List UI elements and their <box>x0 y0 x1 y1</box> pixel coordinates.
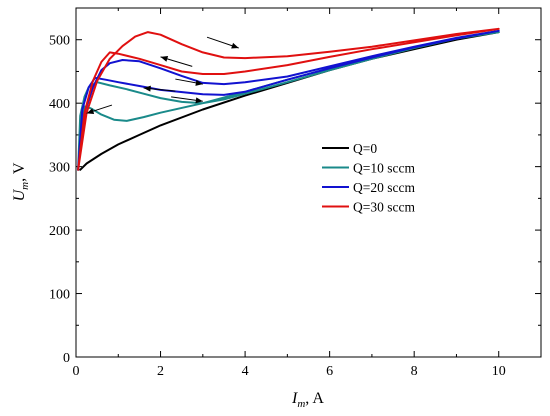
x-axis-title-main: I <box>291 390 298 407</box>
series-line-2 <box>77 29 500 171</box>
x-tick-label: 10 <box>492 364 506 379</box>
y-axis-title-main: U <box>11 188 28 201</box>
y-tick-label: 500 <box>49 34 70 49</box>
x-tick-label: 8 <box>411 364 418 379</box>
y-tick-label: 100 <box>49 288 70 303</box>
y-axis-title: Um, V <box>11 162 31 201</box>
x-tick-label: 0 <box>73 364 80 379</box>
legend-label-3: Q=30 sccm <box>353 200 415 215</box>
legend: Q=0 Q=10 sccm Q=20 sccm Q=30 sccm <box>322 141 415 215</box>
x-tick-label: 2 <box>157 364 164 379</box>
arrow-head-2 <box>195 79 203 86</box>
arrow-head-0 <box>231 42 239 49</box>
y-tick-label: 0 <box>63 351 70 366</box>
y-axis-title-unit: , V <box>11 162 28 182</box>
arrows-layer <box>86 36 239 115</box>
x-axis-title: Im, A <box>291 390 324 410</box>
arrow-head-4 <box>195 97 203 104</box>
series-layer <box>77 27 500 171</box>
x-axis-title-unit: , A <box>305 390 324 407</box>
y-tick-label: 300 <box>49 161 70 176</box>
legend-label-0: Q=0 <box>353 141 377 156</box>
y-tick-label: 400 <box>49 97 70 112</box>
series-line-3 <box>77 27 500 171</box>
y-axis-title-sub: m <box>19 182 31 190</box>
arrow-head-5 <box>86 108 95 115</box>
x-tick-label: 4 <box>242 364 249 379</box>
arrow-head-3 <box>143 85 151 92</box>
legend-label-1: Q=10 sccm <box>353 161 415 176</box>
arrow-head-1 <box>160 55 169 62</box>
y-tick-label: 200 <box>49 224 70 239</box>
x-axis-title-sub: m <box>297 398 305 410</box>
legend-label-2: Q=20 sccm <box>353 180 415 195</box>
x-tick-label: 6 <box>326 364 333 379</box>
